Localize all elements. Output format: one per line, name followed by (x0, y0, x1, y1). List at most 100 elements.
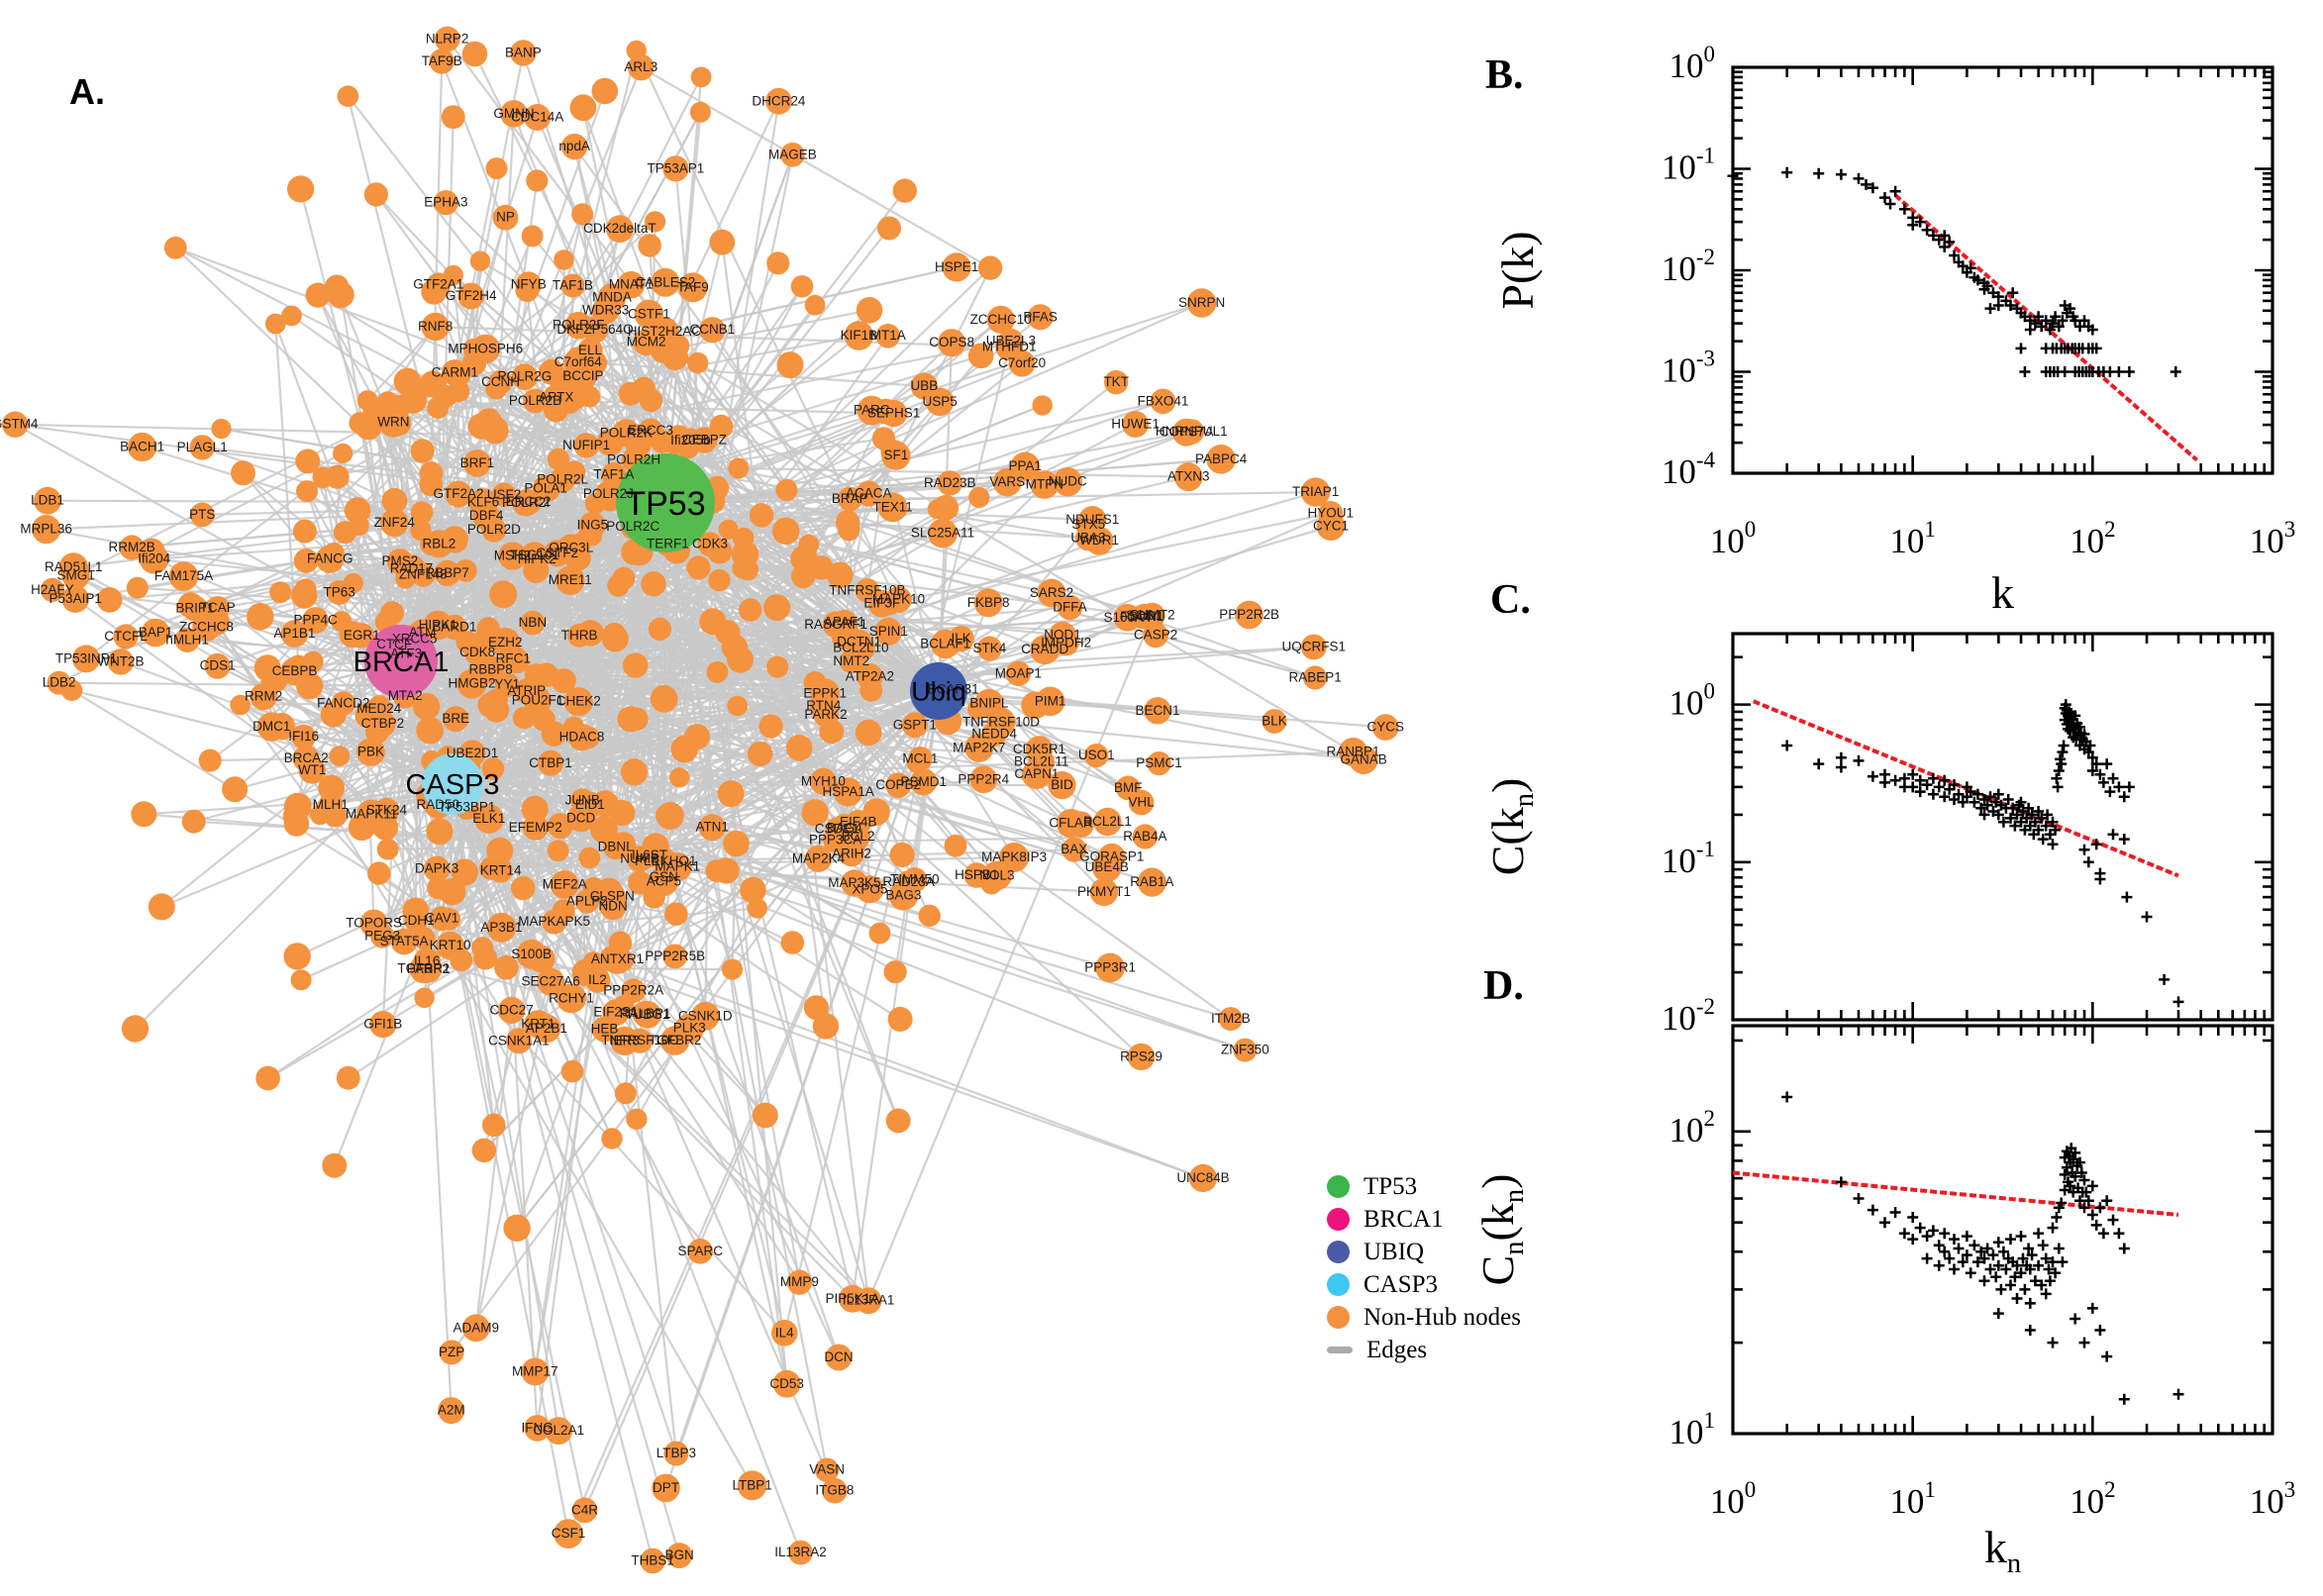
network-node-filler[interactable] (402, 897, 430, 925)
network-node[interactable] (61, 585, 89, 613)
network-node-filler[interactable] (709, 229, 736, 255)
network-node-filler[interactable] (534, 476, 560, 502)
network-node-filler[interactable] (753, 1102, 778, 1129)
network-node-filler[interactable] (198, 748, 222, 772)
network-node-filler[interactable] (809, 555, 834, 580)
network-node-filler[interactable] (689, 101, 711, 123)
network-node-filler[interactable] (181, 809, 206, 834)
network-node-filler[interactable] (669, 767, 690, 788)
network-node-filler[interactable] (933, 494, 960, 521)
network-node[interactable] (855, 578, 880, 603)
network-node-filler[interactable] (461, 41, 488, 67)
network-node-filler[interactable] (872, 398, 899, 425)
network-node-filler[interactable] (862, 798, 890, 827)
network-node[interactable] (610, 1026, 640, 1055)
network-node-filler[interactable] (617, 706, 644, 733)
network-node[interactable] (964, 733, 994, 762)
network-node[interactable] (809, 767, 837, 795)
network-node[interactable] (942, 252, 971, 282)
network-node[interactable] (856, 480, 882, 507)
network-node-filler[interactable] (650, 430, 674, 453)
network-node-filler[interactable] (203, 609, 231, 636)
network-node-filler[interactable] (582, 951, 604, 972)
network-node-filler[interactable] (489, 580, 518, 609)
network-node-filler[interactable] (325, 274, 350, 299)
network-node-filler[interactable] (776, 351, 804, 379)
network-node[interactable] (1030, 635, 1060, 665)
network-node[interactable] (511, 363, 539, 391)
network-node-filler[interactable] (562, 716, 585, 739)
network-node[interactable] (566, 804, 595, 833)
network-node-filler[interactable] (427, 396, 450, 419)
network-node[interactable] (969, 765, 998, 794)
network-node-filler[interactable] (771, 517, 800, 546)
network-node[interactable] (938, 329, 966, 357)
network-node[interactable] (556, 565, 585, 595)
network-node-filler[interactable] (801, 799, 829, 827)
network-node[interactable] (666, 1543, 693, 1569)
network-node-filler[interactable] (1067, 811, 1094, 838)
network-node-filler[interactable] (655, 804, 676, 826)
network-node-filler[interactable] (504, 648, 530, 674)
network-node[interactable] (497, 996, 526, 1024)
network-node[interactable] (1235, 600, 1263, 630)
network-node[interactable] (434, 559, 460, 587)
network-node-filler[interactable] (287, 175, 315, 203)
network-node[interactable] (976, 636, 1002, 661)
hub-node-casp3[interactable] (422, 753, 483, 815)
network-node-filler[interactable] (868, 922, 891, 945)
network-node[interactable] (652, 1473, 680, 1503)
network-node[interactable] (1053, 467, 1083, 497)
network-node-filler[interactable] (758, 714, 783, 739)
network-node[interactable] (809, 692, 838, 721)
network-node-filler[interactable] (253, 654, 281, 682)
network-node-filler[interactable] (708, 568, 731, 592)
network-node[interactable] (510, 40, 537, 66)
network-node-filler[interactable] (521, 225, 544, 248)
network-node-filler[interactable] (775, 478, 798, 502)
network-node-filler[interactable] (421, 278, 448, 305)
network-node[interactable] (1122, 411, 1149, 438)
network-node[interactable] (660, 1026, 690, 1055)
network-node-filler[interactable] (717, 780, 745, 808)
network-node[interactable] (356, 738, 385, 766)
network-node-filler[interactable] (349, 515, 369, 537)
network-node[interactable] (1143, 622, 1168, 648)
network-node-filler[interactable] (515, 278, 540, 302)
network-node-filler[interactable] (591, 77, 619, 105)
network-node[interactable] (128, 432, 157, 462)
network-node-filler[interactable] (739, 598, 762, 622)
network-node[interactable] (433, 190, 458, 216)
network-node-filler[interactable] (246, 603, 274, 631)
network-node-filler[interactable] (454, 559, 477, 582)
network-node[interactable] (804, 845, 833, 872)
network-node[interactable] (1098, 843, 1126, 871)
network-node[interactable] (931, 629, 960, 659)
network-node[interactable] (524, 1415, 551, 1442)
network-node[interactable] (1132, 824, 1158, 849)
network-node-filler[interactable] (281, 305, 302, 327)
network-node-filler[interactable] (325, 464, 350, 489)
network-node-filler[interactable] (706, 661, 729, 683)
network-node-filler[interactable] (441, 526, 468, 553)
network-node[interactable] (1104, 369, 1129, 395)
network-node-filler[interactable] (230, 694, 251, 716)
network-node-filler[interactable] (329, 746, 351, 767)
network-node-filler[interactable] (443, 264, 463, 286)
network-node[interactable] (839, 1284, 866, 1313)
network-node-filler[interactable] (521, 795, 549, 823)
network-node-filler[interactable] (527, 945, 556, 973)
network-node-filler[interactable] (786, 735, 813, 761)
network-node-filler[interactable] (699, 608, 727, 636)
network-node[interactable] (1113, 604, 1142, 632)
network-node-filler[interactable] (883, 960, 907, 984)
network-node-filler[interactable] (305, 282, 331, 308)
network-node[interactable] (788, 1540, 813, 1565)
network-node-filler[interactable] (336, 1065, 360, 1090)
network-node[interactable] (601, 462, 627, 487)
network-node-filler[interactable] (666, 334, 690, 357)
network-node-filler[interactable] (293, 549, 319, 573)
network-node[interactable] (1150, 388, 1176, 415)
network-node-filler[interactable] (481, 757, 505, 780)
hub-node-tp53[interactable] (616, 453, 715, 552)
